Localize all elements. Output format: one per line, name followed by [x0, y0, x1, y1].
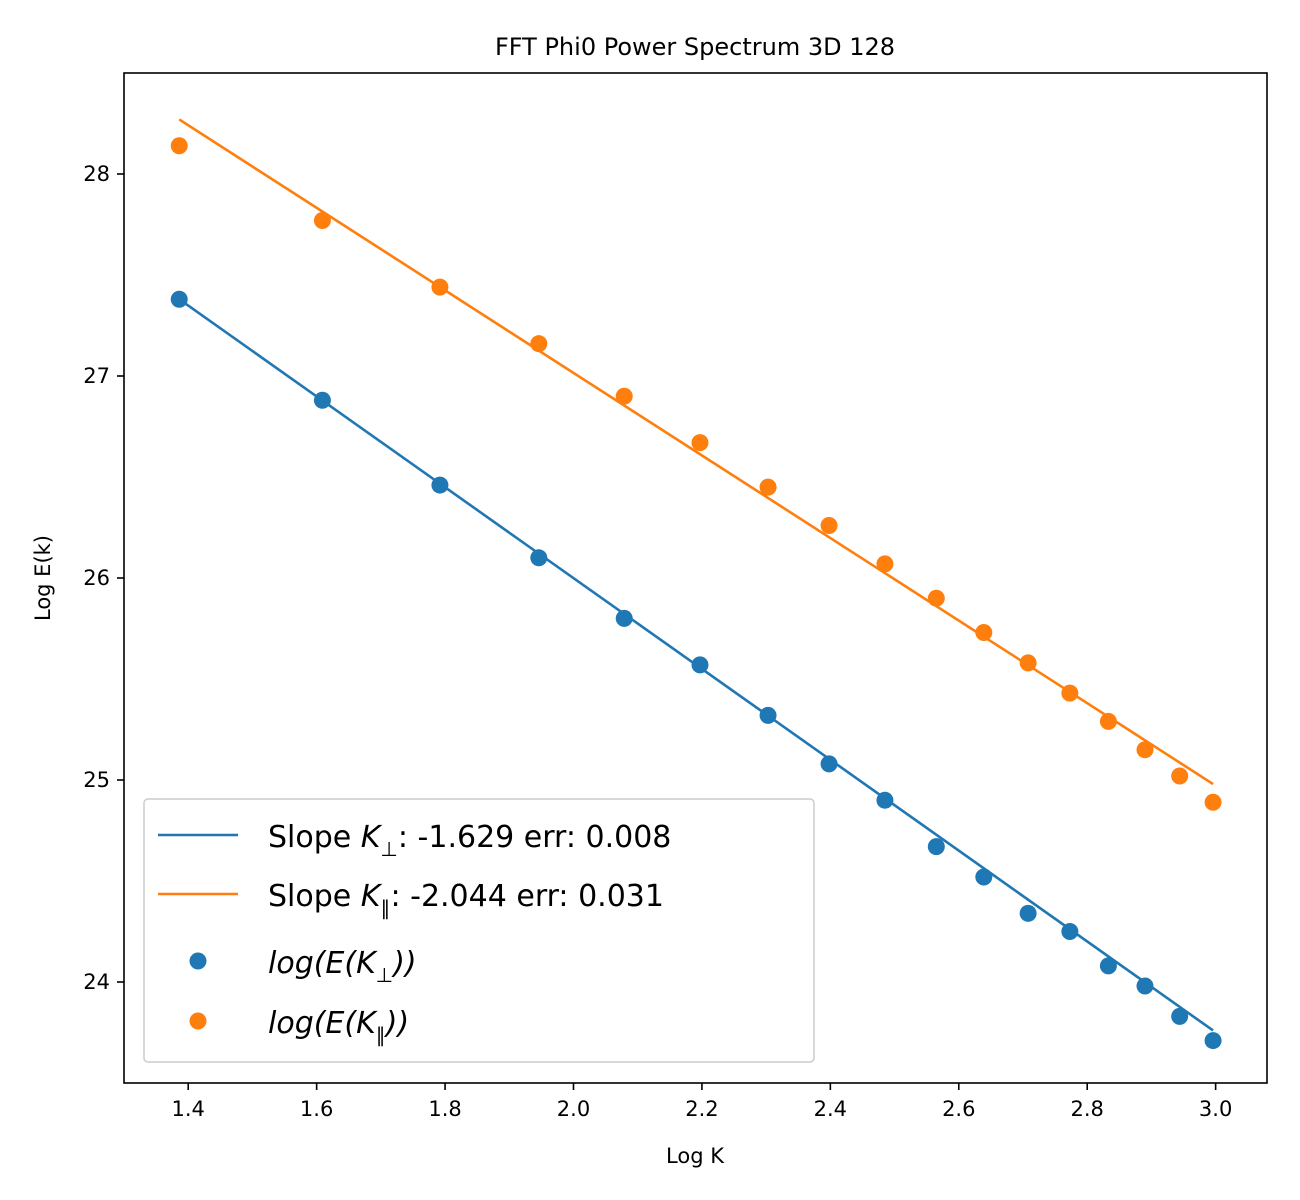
data-point-perp	[759, 706, 777, 724]
y-axis-label: Log E(k)	[31, 535, 55, 621]
data-point-perp	[1019, 904, 1037, 922]
legend-box	[143, 798, 815, 1063]
x-tick-label: 2.2	[685, 1097, 718, 1121]
data-point-par	[615, 387, 633, 405]
data-point-perp	[170, 290, 188, 308]
legend-label: log(E(K⊥))	[268, 946, 417, 987]
y-tick-label: 28	[83, 162, 110, 186]
x-tick-label: 2.6	[942, 1097, 975, 1121]
data-point-par	[691, 434, 709, 452]
data-point-par	[431, 278, 449, 296]
legend-label: Slope K⊥: -1.629 err: 0.008	[268, 820, 671, 861]
x-tick-label: 1.4	[172, 1097, 205, 1121]
legend-label-prefix: Slope	[268, 820, 361, 855]
data-point-perp	[1171, 1007, 1189, 1025]
legend-label-subscript: ⊥	[376, 963, 393, 987]
legend-label-prefix: Slope	[268, 879, 361, 914]
y-axis: 24 25 26 27 28	[83, 162, 124, 994]
data-point-perp	[691, 656, 709, 674]
legend-label-symbol: K	[361, 820, 383, 855]
plot-area	[170, 118, 1222, 1050]
x-tick-label: 1.6	[300, 1097, 333, 1121]
x-axis-label: Log K	[666, 1144, 725, 1168]
data-point-par	[820, 516, 838, 534]
data-point-perp	[876, 791, 894, 809]
legend-marker-swatch	[189, 1012, 207, 1030]
data-point-par	[927, 589, 945, 607]
data-point-par	[1019, 654, 1037, 672]
legend-label-subscript: ∥	[380, 896, 390, 920]
legend-label-suffix: : -2.044 err: 0.031	[390, 879, 664, 914]
data-point-par	[1136, 741, 1154, 759]
y-tick-label: 25	[83, 768, 110, 792]
data-point-perp	[1099, 957, 1117, 975]
data-point-perp	[431, 476, 449, 494]
legend-label-subscript: ⊥	[380, 837, 397, 861]
legend-label: log(E(K∥))	[268, 1006, 409, 1047]
data-point-perp	[530, 549, 548, 567]
data-point-par	[759, 478, 777, 496]
legend-label-subscript: ∥	[376, 1023, 386, 1047]
x-tick-label: 2.8	[1070, 1097, 1103, 1121]
legend-label-suffix: ))	[391, 946, 416, 981]
data-point-par	[1099, 712, 1117, 730]
legend-label-symbol: K	[361, 879, 383, 914]
data-point-perp	[1136, 977, 1154, 995]
data-point-par	[530, 335, 548, 353]
data-point-par	[1204, 793, 1222, 811]
data-point-perp	[313, 391, 331, 409]
data-point-perp	[927, 838, 945, 856]
data-point-par	[876, 555, 894, 573]
x-axis: 1.4 1.6 1.8 2.0 2.2 2.4 2.6 2.8 3.0	[172, 1083, 1232, 1121]
y-tick-label: 27	[83, 364, 110, 388]
legend-marker-swatch	[189, 952, 207, 970]
data-point-perp	[975, 868, 993, 886]
legend-label-symbol: log(E(K	[268, 946, 378, 981]
data-point-perp	[1061, 923, 1079, 940]
data-point-par	[170, 137, 188, 155]
data-point-perp	[1204, 1032, 1222, 1050]
y-tick-label: 24	[83, 970, 110, 994]
data-point-par	[975, 624, 993, 642]
x-tick-label: 2.0	[557, 1097, 590, 1121]
x-tick-label: 1.8	[428, 1097, 461, 1121]
fit-line-par	[178, 118, 1214, 786]
x-tick-label: 3.0	[1199, 1097, 1232, 1121]
chart-title: FFT Phi0 Power Spectrum 3D 128	[495, 33, 895, 61]
legend-label-symbol: log(E(K	[268, 1006, 378, 1041]
data-point-par	[1061, 684, 1079, 702]
data-point-perp	[820, 755, 838, 773]
y-tick-label: 26	[83, 566, 110, 590]
legend-label-suffix: : -1.629 err: 0.008	[398, 820, 672, 855]
legend-label-suffix: ))	[384, 1006, 409, 1041]
data-point-par	[1171, 767, 1189, 785]
x-tick-label: 2.4	[814, 1097, 847, 1121]
legend-label: Slope K∥: -2.044 err: 0.031	[268, 879, 664, 920]
data-point-par	[313, 211, 331, 229]
data-point-perp	[615, 609, 633, 627]
